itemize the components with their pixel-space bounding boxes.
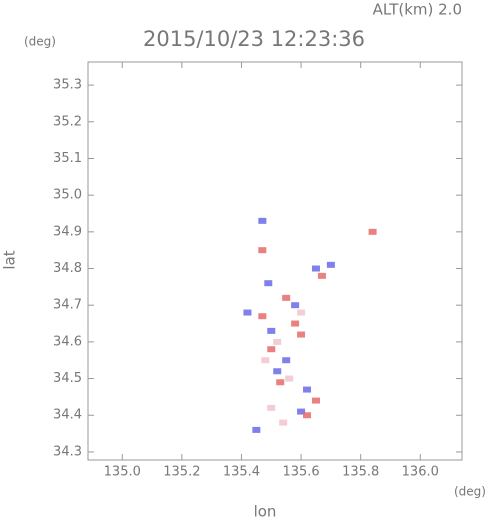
x-unit: (deg) bbox=[454, 485, 486, 499]
plot-frame bbox=[87, 61, 463, 461]
echo-point bbox=[311, 265, 320, 272]
echo-point bbox=[303, 412, 312, 419]
echo-point bbox=[273, 368, 282, 375]
y-tick-label: 34.5 bbox=[53, 371, 82, 386]
echo-point bbox=[261, 357, 270, 364]
echo-point bbox=[252, 426, 261, 433]
echo-point bbox=[291, 302, 300, 309]
y-tick-label: 34.8 bbox=[53, 261, 82, 276]
x-axis-label: lon bbox=[254, 503, 277, 521]
echo-point bbox=[282, 294, 291, 301]
y-tick-label: 35.1 bbox=[53, 151, 82, 166]
echo-point bbox=[264, 280, 273, 287]
echo-point bbox=[258, 313, 267, 320]
y-tick-label: 34.4 bbox=[53, 408, 82, 423]
echo-point bbox=[285, 375, 294, 382]
x-tick-label: 135.2 bbox=[163, 465, 200, 480]
y-tick-label: 35.3 bbox=[53, 78, 82, 93]
echo-point bbox=[282, 357, 291, 364]
echo-point bbox=[303, 386, 312, 393]
x-tick-label: 135.0 bbox=[104, 465, 141, 480]
subtitle: ALT(km) 2.0 bbox=[373, 1, 462, 19]
y-tick-label: 34.6 bbox=[53, 334, 82, 349]
echo-point bbox=[311, 397, 320, 404]
echo-point bbox=[267, 346, 276, 353]
y-tick-label: 34.7 bbox=[53, 298, 82, 313]
chart-title: 2015/10/23 12:23:36 bbox=[143, 27, 365, 51]
x-tick-label: 135.4 bbox=[223, 465, 260, 480]
echo-point bbox=[243, 309, 252, 316]
y-axis-label: lat bbox=[1, 250, 19, 269]
echo-point bbox=[368, 228, 377, 235]
echo-point bbox=[291, 320, 300, 327]
echo-point bbox=[317, 272, 326, 279]
x-tick-label: 135.8 bbox=[342, 465, 379, 480]
echo-point bbox=[276, 379, 285, 386]
y-tick-label: 34.9 bbox=[53, 224, 82, 239]
y-tick-label: 35.2 bbox=[53, 114, 82, 129]
echo-point bbox=[279, 419, 288, 426]
echo-point bbox=[267, 404, 276, 411]
echo-point bbox=[297, 309, 306, 316]
echo-point bbox=[258, 247, 267, 254]
y-unit: (deg) bbox=[24, 35, 56, 49]
echo-point bbox=[258, 217, 267, 224]
y-tick-label: 34.3 bbox=[53, 444, 82, 459]
echo-point bbox=[326, 261, 335, 268]
x-tick-label: 136.0 bbox=[402, 465, 439, 480]
x-tick-label: 135.6 bbox=[282, 465, 319, 480]
echo-point bbox=[297, 331, 306, 338]
echo-point bbox=[297, 408, 306, 415]
echo-point bbox=[273, 338, 282, 345]
y-tick-label: 35.0 bbox=[53, 188, 82, 203]
echo-point bbox=[267, 327, 276, 334]
